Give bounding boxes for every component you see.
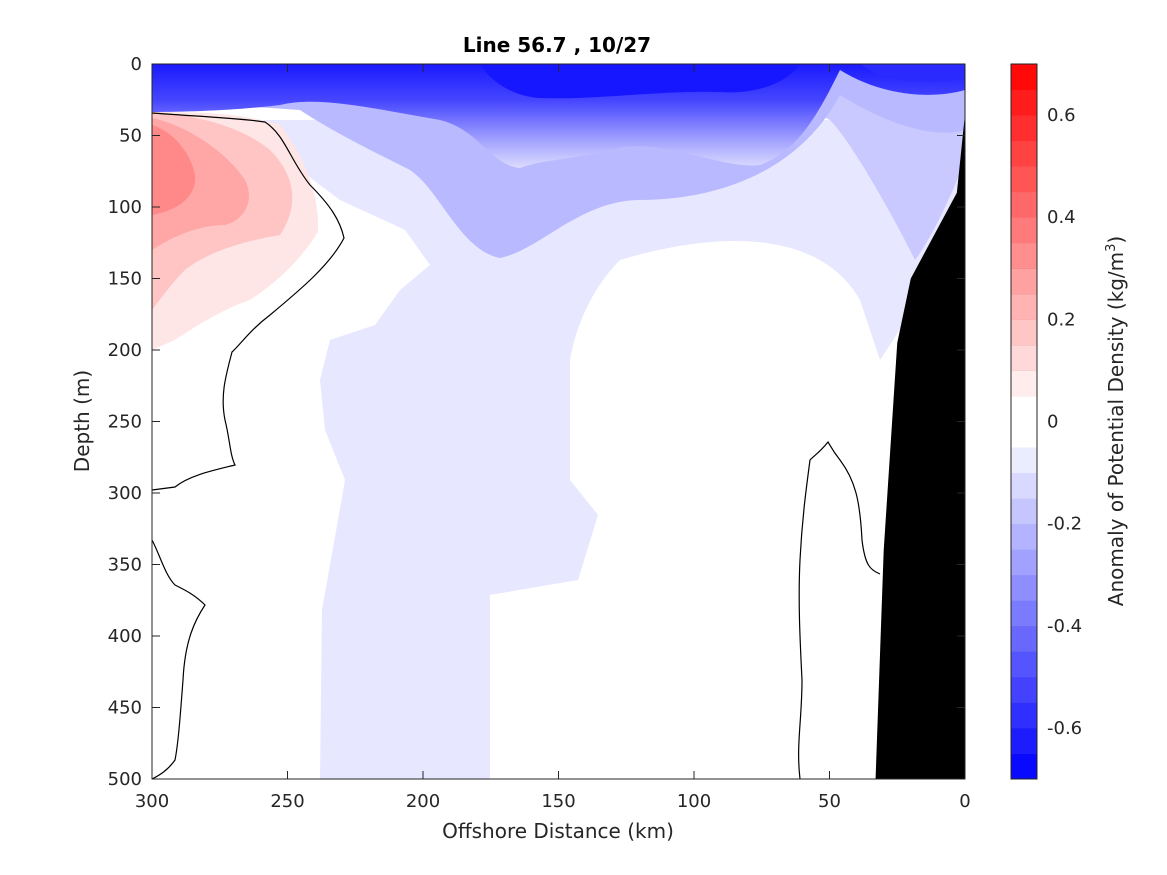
colorbar-segment xyxy=(1011,600,1037,627)
colorbar-title-main: Anomaly of Potential Density (kg/m xyxy=(1104,252,1128,606)
y-tick-label: 250 xyxy=(108,412,142,433)
colorbar-segment xyxy=(1011,395,1037,422)
y-axis-title: Depth (m) xyxy=(70,370,94,472)
field-surface-core-2 xyxy=(860,64,965,82)
colorbar-title: Anomaly of Potential Density (kg/m3) xyxy=(1104,236,1128,606)
chart-title: Line 56.7 , 10/27 xyxy=(463,33,651,57)
y-axis: 0 50 100 150 200 250 300 350 400 450 500 xyxy=(108,54,965,790)
colorbar-segment xyxy=(1011,319,1037,346)
colorbar-segment xyxy=(1011,549,1037,576)
colorbar-frame xyxy=(1010,63,1038,780)
colorbar-segment xyxy=(1011,64,1037,91)
colorbar-segment xyxy=(1011,472,1037,499)
field-surface-negative xyxy=(152,64,965,168)
x-tick-label: 50 xyxy=(818,791,841,812)
y-tick-label: 150 xyxy=(108,269,142,290)
colorbar-segment xyxy=(1011,370,1037,397)
colorbar xyxy=(1011,63,1037,780)
colorbar-title-end: ) xyxy=(1104,236,1128,244)
y-tick-label: 400 xyxy=(108,626,142,647)
y-tick-label: 300 xyxy=(108,483,142,504)
x-tick-label: 0 xyxy=(959,791,970,812)
colorbar-tick-label: 0 xyxy=(1047,412,1058,433)
x-axis-title: Offshore Distance (km) xyxy=(442,819,674,843)
colorbar-segment xyxy=(1011,191,1037,218)
field-offshore-warm-core xyxy=(152,125,196,215)
y-tick-label: 0 xyxy=(131,54,142,75)
zero-contour-offshore xyxy=(152,112,345,491)
colorbar-segment xyxy=(1011,447,1037,474)
zero-contour-deep xyxy=(152,539,206,779)
y-tick-label: 350 xyxy=(108,555,142,576)
colorbar-segment xyxy=(1011,421,1037,448)
colorbar-segment xyxy=(1011,625,1037,652)
field-surface-core xyxy=(480,64,800,99)
colorbar-title-sup: 3 xyxy=(1104,244,1119,252)
colorbar-tick-label: -0.6 xyxy=(1047,718,1082,739)
colorbar-segment xyxy=(1011,651,1037,678)
x-tick-label: 200 xyxy=(406,791,440,812)
x-tick-label: 150 xyxy=(541,791,575,812)
colorbar-segment xyxy=(1011,89,1037,116)
x-tick-label: 100 xyxy=(677,791,711,812)
colorbar-segment xyxy=(1011,242,1037,269)
colorbar-tick-label: 0.4 xyxy=(1047,207,1076,228)
y-tick-label: 100 xyxy=(108,197,142,218)
colorbar-segment xyxy=(1011,217,1037,244)
colorbar-segment xyxy=(1011,166,1037,193)
colorbar-tick-label: -0.2 xyxy=(1047,514,1082,535)
colorbar-segment xyxy=(1011,498,1037,525)
x-tick-label: 300 xyxy=(135,791,169,812)
bathymetry-shelf xyxy=(875,114,965,779)
y-tick-label: 450 xyxy=(108,698,142,719)
colorbar-segment xyxy=(1011,115,1037,142)
colorbar-segment xyxy=(1011,293,1037,320)
colorbar-segment xyxy=(1011,574,1037,601)
y-tick-label: 500 xyxy=(108,769,142,790)
colorbar-tick-label: 0.6 xyxy=(1047,105,1076,126)
x-axis: 300 250 200 150 100 50 0 xyxy=(135,64,971,812)
colorbar-segment xyxy=(1011,727,1037,754)
colorbar-segment xyxy=(1011,753,1037,780)
zero-contour-nearshore xyxy=(798,440,881,779)
field-mid-column-light-negative xyxy=(152,120,965,779)
plot-area xyxy=(152,64,965,779)
colorbar-segment xyxy=(1011,523,1037,550)
colorbar-segment xyxy=(1011,140,1037,167)
colorbar-tick-label: -0.4 xyxy=(1047,616,1082,637)
colorbar-segment xyxy=(1011,676,1037,703)
colorbar-tick-label: 0.2 xyxy=(1047,309,1076,330)
colorbar-segment xyxy=(1011,702,1037,729)
x-tick-label: 250 xyxy=(270,791,304,812)
colorbar-segment xyxy=(1011,268,1037,295)
colorbar-segment xyxy=(1011,344,1037,371)
colorbar-ticks: 0.6 0.4 0.2 0 -0.2 -0.4 -0.6 xyxy=(1047,105,1082,739)
y-tick-label: 50 xyxy=(119,126,142,147)
y-tick-label: 200 xyxy=(108,340,142,361)
